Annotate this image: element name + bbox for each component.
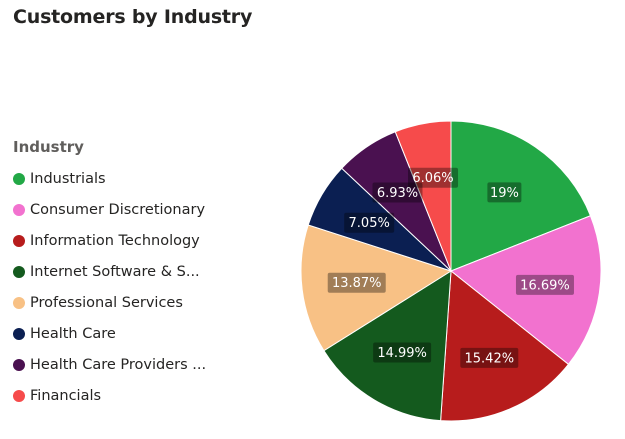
legend-item-internet-software[interactable]: Internet Software & S... bbox=[13, 256, 206, 287]
data-label-bg bbox=[408, 167, 459, 188]
data-label: 15.42% bbox=[460, 347, 519, 368]
legend-item-health-care-providers[interactable]: Health Care Providers ... bbox=[13, 349, 206, 380]
pie-slice-financials[interactable] bbox=[394, 120, 452, 272]
data-label-text: 14.99% bbox=[377, 346, 427, 361]
data-label-text: 13.87% bbox=[332, 276, 382, 291]
legend-item-consumer-discretionary[interactable]: Consumer Discretionary bbox=[13, 194, 206, 225]
legend-label: Professional Services bbox=[30, 294, 183, 311]
data-label: 7.05% bbox=[344, 212, 395, 233]
legend-label: Health Care Providers ... bbox=[30, 356, 207, 373]
legend-label: Industrials bbox=[30, 170, 106, 187]
data-label-bg bbox=[487, 182, 522, 203]
data-label-bg bbox=[344, 212, 395, 233]
legend-swatch bbox=[13, 203, 25, 216]
legend-label: Consumer Discretionary bbox=[30, 201, 206, 218]
pie-slice-information-technology[interactable] bbox=[440, 270, 570, 422]
legend-label: Internet Software & S... bbox=[30, 263, 200, 280]
data-label-text: 15.42% bbox=[465, 351, 515, 366]
legend-swatch bbox=[13, 358, 25, 371]
pie-slice-professional-services[interactable] bbox=[300, 224, 453, 352]
legend-swatch bbox=[13, 172, 25, 185]
legend: Industry Industrials Consumer Discretion… bbox=[13, 138, 206, 411]
legend-item-industrials[interactable]: Industrials bbox=[13, 163, 206, 194]
data-label: 19% bbox=[487, 182, 522, 203]
data-label: 6.06% bbox=[408, 167, 459, 188]
data-label-text: 16.69% bbox=[520, 278, 570, 293]
data-label-bg bbox=[460, 347, 519, 368]
legend-label: Information Technology bbox=[30, 232, 200, 249]
data-label-bg bbox=[327, 272, 386, 293]
legend-swatch bbox=[13, 265, 25, 278]
data-label-bg bbox=[372, 182, 423, 203]
legend-swatch bbox=[13, 327, 25, 340]
pie-slice-consumer-discretionary[interactable] bbox=[450, 215, 602, 366]
data-label-text: 7.05% bbox=[349, 216, 390, 231]
data-label-bg bbox=[515, 274, 574, 295]
pie-slice-industrials[interactable] bbox=[450, 120, 592, 272]
data-label-text: 6.06% bbox=[412, 171, 453, 186]
legend-swatch bbox=[13, 296, 25, 309]
data-label: 14.99% bbox=[373, 342, 432, 363]
data-label: 6.93% bbox=[372, 182, 423, 203]
data-label-bg bbox=[373, 342, 432, 363]
legend-swatch bbox=[13, 234, 25, 247]
legend-item-professional-services[interactable]: Professional Services bbox=[13, 287, 206, 318]
legend-item-health-care[interactable]: Health Care bbox=[13, 318, 206, 349]
data-label: 16.69% bbox=[515, 274, 574, 295]
legend-swatch bbox=[13, 389, 25, 402]
data-label: 13.87% bbox=[327, 272, 386, 293]
legend-item-information-technology[interactable]: Information Technology bbox=[13, 225, 206, 256]
legend-label: Financials bbox=[30, 387, 102, 404]
legend-title: Industry bbox=[13, 138, 84, 156]
data-label-text: 19% bbox=[490, 186, 519, 201]
legend-label: Health Care bbox=[30, 325, 116, 342]
pie-slice-internet-software-services[interactable] bbox=[323, 270, 452, 422]
legend-item-financials[interactable]: Financials bbox=[13, 380, 206, 411]
chart-title: Customers by Industry bbox=[13, 6, 253, 28]
data-label-text: 6.93% bbox=[377, 186, 418, 201]
